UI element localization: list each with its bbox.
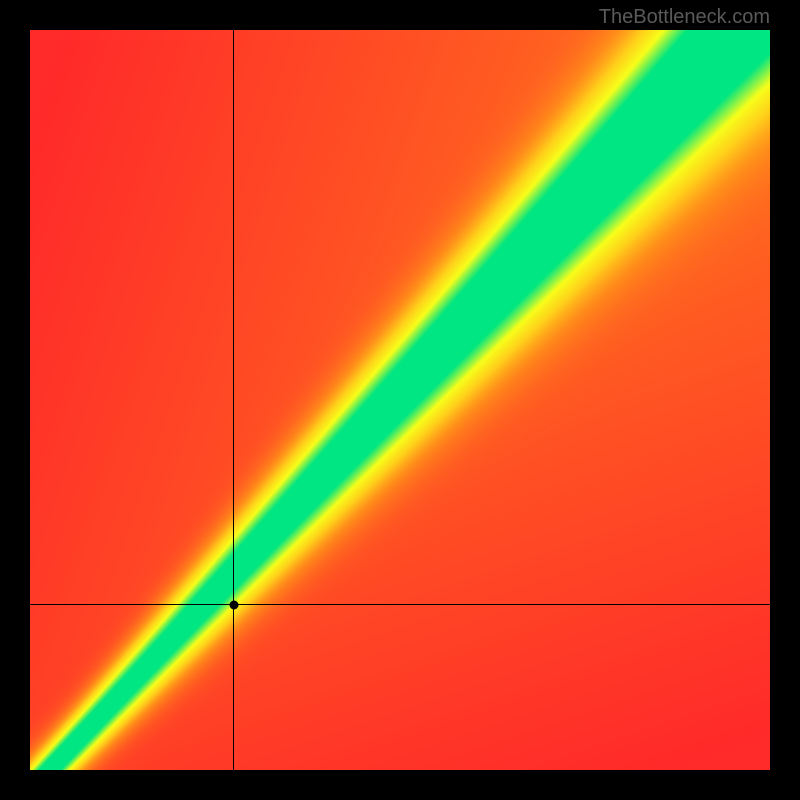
crosshair-horizontal bbox=[30, 604, 770, 605]
watermark-text: TheBottleneck.com bbox=[599, 6, 770, 29]
heatmap-canvas bbox=[30, 30, 770, 770]
crosshair-vertical bbox=[233, 30, 234, 770]
heatmap-plot bbox=[30, 30, 770, 770]
crosshair-marker bbox=[229, 600, 238, 609]
